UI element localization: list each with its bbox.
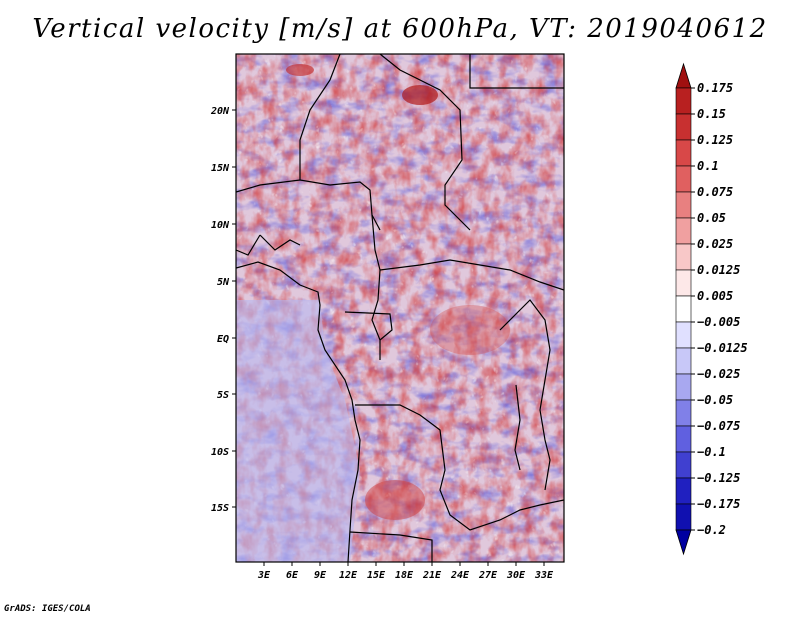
- colorbar-label: 0.005: [697, 289, 733, 303]
- colorbar-label: 0.05: [697, 211, 726, 225]
- colorbar-label: −0.125: [697, 471, 740, 485]
- latitude-axis: 20N 15N 10N 5N EQ 5S 10S 15S: [210, 106, 236, 514]
- plot-frame: [235, 53, 565, 563]
- colorbar-label: −0.2: [697, 523, 726, 537]
- lon-label: 30E: [506, 570, 526, 581]
- lon-label: 21E: [422, 570, 442, 581]
- lat-label: 15N: [211, 163, 230, 174]
- colorbar-label: 0.175: [697, 81, 733, 95]
- longitude-axis: 3E 6E 9E 12E 15E 18E 21E 24E 27E 30E 33E: [257, 562, 554, 581]
- colorbar-top-arrow: [675, 62, 692, 89]
- lon-label: 12E: [339, 570, 358, 581]
- colorbar-swatch: [675, 451, 692, 479]
- colorbar-label: 0.025: [697, 237, 733, 251]
- colorbar-label: −0.005: [697, 315, 740, 329]
- colorbar-swatch: [675, 425, 692, 453]
- lat-label: 20N: [210, 106, 230, 117]
- colorbar-swatch: [675, 87, 692, 115]
- lat-label: 5N: [217, 277, 230, 288]
- colorbar-swatch: [675, 165, 692, 193]
- colorbar-label: 0.15: [697, 107, 726, 121]
- colorbar-swatch: [675, 373, 692, 401]
- colorbar-label: 0.1: [697, 159, 719, 173]
- colorbar-label: 0.075: [697, 185, 733, 199]
- colorbar-label: −0.0125: [697, 341, 748, 355]
- grads-credit: GrADS: IGES/COLA: [4, 604, 91, 614]
- lon-label: 3E: [257, 570, 271, 581]
- colorbar-swatch: [675, 243, 692, 271]
- colorbar-label: 0.125: [697, 133, 733, 147]
- colorbar-swatch: [675, 347, 692, 375]
- colorbar-bottom-arrow: [675, 529, 692, 556]
- lon-label: 33E: [534, 570, 554, 581]
- lon-label: 27E: [478, 570, 498, 581]
- lon-label: 9E: [314, 570, 327, 581]
- lat-label: 10N: [211, 220, 230, 231]
- velocity-field: [236, 54, 564, 562]
- colorbar-label: −0.025: [697, 367, 740, 381]
- colorbar-label: −0.05: [697, 393, 733, 407]
- lon-label: 24E: [450, 570, 470, 581]
- colorbar-swatch: [675, 113, 692, 141]
- lon-label: 6E: [286, 570, 299, 581]
- colorbar-label: −0.075: [697, 419, 740, 433]
- colorbar: 0.175 0.15 0.125 0.1 0.075 0.05 0.025 0.0125 0.0…: [675, 62, 748, 556]
- colorbar-swatch: [675, 321, 692, 349]
- lon-label: 15E: [367, 570, 386, 581]
- colorbar-swatch: [675, 399, 692, 427]
- colorbar-swatch: [675, 269, 692, 297]
- colorbar-swatch: [675, 295, 692, 323]
- colorbar-swatch: [675, 139, 692, 167]
- colorbar-label: −0.175: [697, 497, 740, 511]
- lon-label: 18E: [395, 570, 414, 581]
- colorbar-swatch: [675, 477, 692, 505]
- country-borders: [236, 54, 564, 562]
- lat-label: 10S: [211, 447, 229, 458]
- colorbar-swatch: [675, 503, 692, 531]
- colorbar-label: −0.1: [697, 445, 726, 459]
- lat-label: 15S: [211, 503, 229, 514]
- map-title: Vertical velocity [m/s] at 600hPa, VT: 2…: [32, 14, 768, 44]
- colorbar-swatch: [675, 217, 692, 245]
- lat-label: EQ: [217, 334, 229, 345]
- colorbar-swatch: [675, 191, 692, 219]
- lat-label: 5S: [217, 390, 229, 401]
- colorbar-label: 0.0125: [697, 263, 740, 277]
